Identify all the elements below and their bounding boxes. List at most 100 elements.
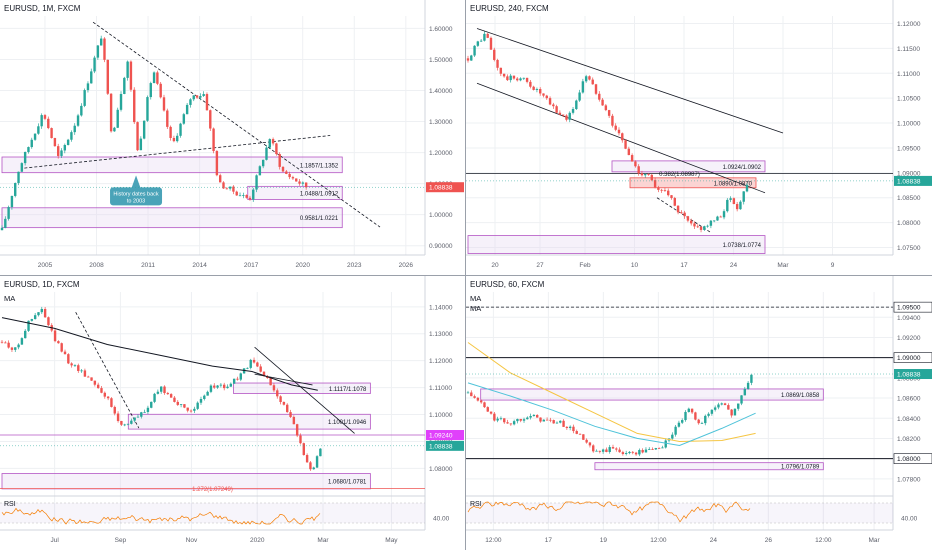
- candle-body: [14, 183, 17, 196]
- time-tick-label: 26: [765, 537, 773, 544]
- candle-body: [730, 409, 733, 416]
- candle-body: [80, 105, 83, 116]
- candle-body: [536, 415, 539, 418]
- candle-body: [96, 45, 100, 58]
- candle-body: [23, 152, 27, 164]
- price-tick-label: 1.20000: [429, 150, 453, 157]
- zone-box: [467, 235, 766, 254]
- candle-body: [126, 61, 129, 78]
- candle-body: [690, 408, 694, 413]
- candle-body: [638, 449, 641, 455]
- zone-box: [629, 177, 757, 189]
- candle-body: [493, 413, 496, 421]
- candle-body: [624, 140, 627, 149]
- time-tick-label: 19: [600, 537, 608, 544]
- grid: [0, 16, 425, 255]
- time-tick-label: 2023: [347, 262, 362, 269]
- price-tick-label: 1.08600: [897, 396, 921, 403]
- time-tick-label: 2005: [38, 262, 53, 269]
- time-axis: 12:00 17 19 12:00 24 26 12:00 Mar: [485, 537, 880, 544]
- candle-body: [723, 403, 727, 406]
- candle-body: [80, 370, 83, 372]
- candle-body: [7, 342, 10, 348]
- candle-body: [246, 367, 249, 369]
- chart-panel-monthly[interactable]: 1.1857/1.1352 1.0488/1.0912 0.9581/1.0221 H…: [0, 0, 465, 275]
- candle-body: [582, 434, 585, 440]
- candle-body: [305, 455, 309, 463]
- candle-body: [106, 59, 109, 94]
- candle-body: [248, 197, 252, 200]
- time-tick-label: 27: [536, 262, 544, 269]
- candle-body: [282, 402, 286, 405]
- chart-canvas-h4[interactable]: 1.0924/1.0902 1.0890/1.0870 1.0738/1.0774 0…: [466, 0, 932, 275]
- candle-body: [103, 38, 106, 60]
- chart-panel-h4[interactable]: 1.0924/1.0902 1.0890/1.0870 1.0738/1.0774 0…: [466, 0, 932, 275]
- candle-body: [218, 175, 222, 183]
- candle-body: [499, 67, 503, 74]
- indicator-label-ma: MA: [470, 294, 482, 303]
- candle-body: [271, 139, 275, 144]
- price-tick-label: 1.10500: [897, 96, 921, 103]
- candle-body: [196, 402, 199, 409]
- candle-body: [30, 319, 34, 321]
- candle-body: [299, 435, 302, 444]
- hline-label: 0.382(1.08987): [659, 172, 700, 178]
- zones: 1.0924/1.0902 1.0890/1.0870 1.0738/1.0774: [467, 160, 766, 254]
- candle-body: [502, 73, 506, 77]
- candle-body: [699, 226, 703, 230]
- chart-panel-hourly[interactable]: 1.0869/1.0858 1.0796/1.0789 1.09500 1.09000…: [466, 276, 932, 550]
- candle-body: [680, 212, 683, 214]
- candle-body: [209, 385, 213, 392]
- candle-body: [301, 182, 305, 184]
- candle-body: [192, 95, 195, 100]
- candle-body: [83, 90, 86, 106]
- candle-body: [27, 147, 30, 153]
- candle-body: [470, 392, 473, 397]
- candle-body: [20, 163, 24, 172]
- candle-body: [60, 343, 63, 352]
- price-tag-label: 1.09500: [897, 305, 921, 312]
- candle-body: [486, 407, 489, 412]
- candle-body: [30, 139, 33, 148]
- chart-canvas-daily[interactable]: 1.1117/1.1078 1.1001/1.0946 1.0680/1.0781 1…: [0, 276, 465, 550]
- candle-body: [179, 123, 182, 136]
- candle-body: [735, 204, 739, 210]
- candle-body: [169, 394, 173, 398]
- candle-body: [671, 434, 674, 439]
- chart-canvas-monthly[interactable]: 1.1857/1.1352 1.0488/1.0912 0.9581/1.0221 H…: [0, 0, 465, 275]
- rsi-band: [0, 503, 425, 523]
- candle-body: [304, 182, 308, 188]
- candle-body: [129, 61, 133, 90]
- candle-body: [621, 133, 624, 141]
- candle-body: [532, 86, 535, 90]
- candle-body: [745, 184, 749, 192]
- chart-canvas-hourly[interactable]: 1.0869/1.0858 1.0796/1.0789 1.09500 1.09000…: [466, 276, 932, 550]
- trend-line: [24, 135, 331, 169]
- time-tick-label: Nov: [186, 537, 198, 544]
- candle-body: [565, 115, 568, 120]
- candle-body: [549, 419, 552, 421]
- candle-body: [43, 308, 47, 318]
- candle-body: [545, 95, 548, 99]
- candle-body: [585, 439, 588, 443]
- candle-body: [222, 182, 225, 189]
- candle-body: [219, 384, 223, 386]
- candle-body: [278, 154, 281, 167]
- zone-box: [1, 207, 343, 229]
- candle-body: [575, 431, 578, 434]
- candle-body: [103, 392, 107, 397]
- time-tick-label: Jul: [50, 537, 59, 544]
- candles: [466, 31, 749, 233]
- zone-box: [480, 388, 824, 401]
- candle-body: [123, 424, 126, 426]
- candle-body: [93, 380, 97, 385]
- chart-title: EURUSD, 1M, FXCM: [4, 4, 81, 13]
- chart-panel-daily[interactable]: 1.1117/1.1078 1.1001/1.0946 1.0680/1.0781 1…: [0, 276, 465, 550]
- moving-average-line-slow: [467, 342, 756, 443]
- candle-body: [182, 114, 186, 124]
- candle-body: [176, 135, 179, 142]
- zone-box: [1, 473, 371, 490]
- time-axis: Jul Sep Nov 2020 Mar May: [50, 537, 398, 544]
- callout-pointer: [131, 175, 142, 190]
- candle-body: [509, 75, 512, 81]
